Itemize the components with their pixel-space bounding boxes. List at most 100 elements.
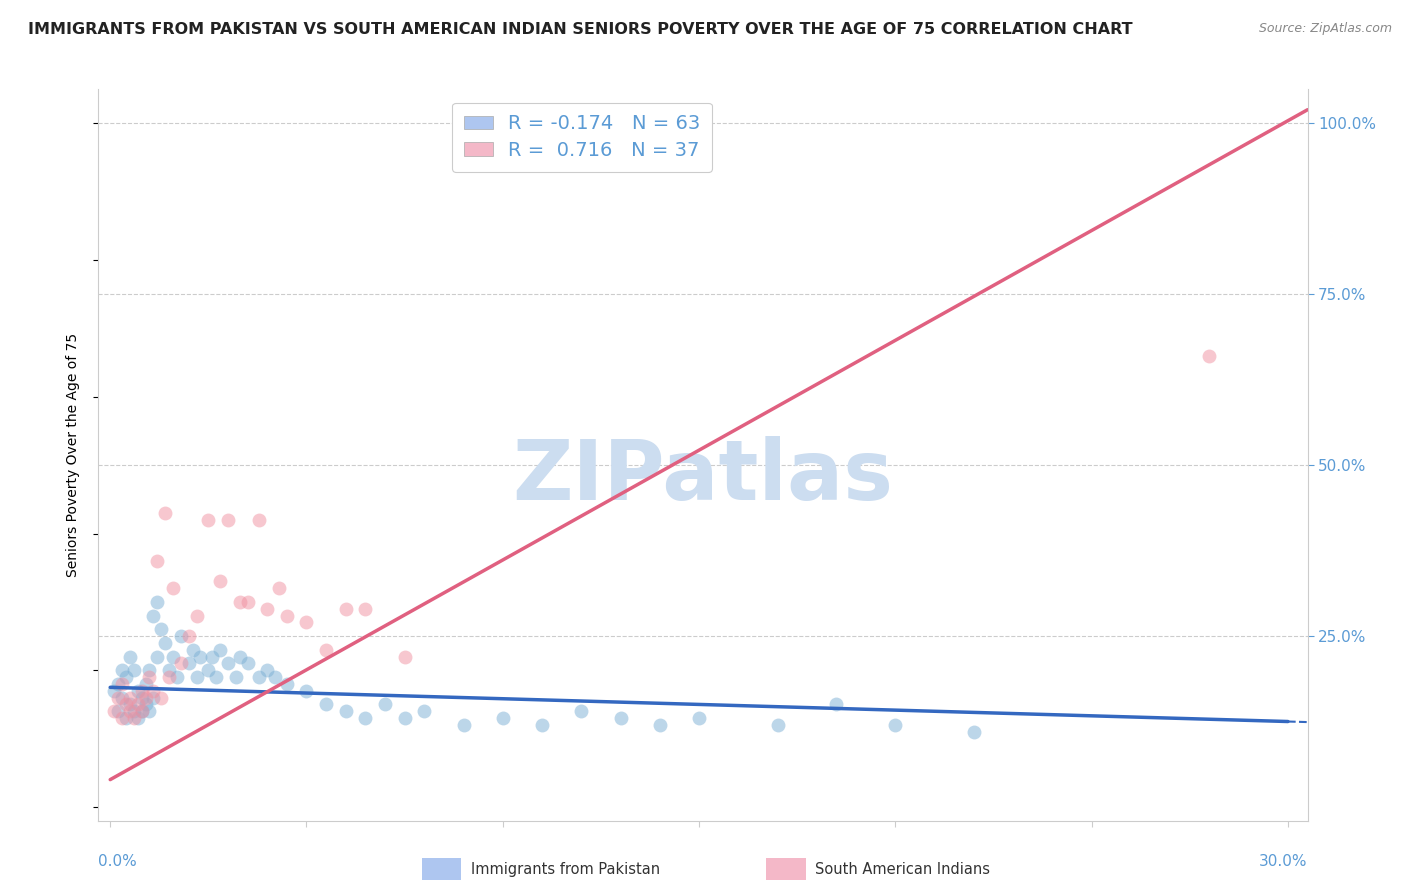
Point <box>229 649 252 664</box>
Point <box>295 615 318 630</box>
Point <box>229 595 252 609</box>
Point <box>150 622 173 636</box>
Point <box>146 554 169 568</box>
Point <box>217 513 239 527</box>
Point <box>170 657 193 671</box>
Point <box>157 663 180 677</box>
Point <box>127 698 149 712</box>
Point <box>135 677 157 691</box>
Text: ZIPatlas: ZIPatlas <box>513 436 893 517</box>
Point <box>201 649 224 664</box>
Point <box>177 657 200 671</box>
Point <box>276 608 298 623</box>
Point <box>103 704 125 718</box>
Point <box>315 642 337 657</box>
Point <box>103 683 125 698</box>
Point <box>315 698 337 712</box>
Point <box>127 683 149 698</box>
Point <box>138 704 160 718</box>
Point <box>256 601 278 615</box>
Point <box>648 718 671 732</box>
Point <box>142 608 165 623</box>
Point <box>153 506 176 520</box>
Point <box>236 595 259 609</box>
Point <box>354 601 377 615</box>
Point <box>394 711 416 725</box>
Point <box>111 690 134 705</box>
Point <box>264 670 287 684</box>
Point <box>157 670 180 684</box>
Point <box>131 690 153 705</box>
Point <box>162 581 184 595</box>
Point <box>209 574 232 589</box>
Point <box>688 711 710 725</box>
Point <box>374 698 396 712</box>
Point <box>186 608 208 623</box>
Text: IMMIGRANTS FROM PAKISTAN VS SOUTH AMERICAN INDIAN SENIORS POVERTY OVER THE AGE O: IMMIGRANTS FROM PAKISTAN VS SOUTH AMERIC… <box>28 22 1133 37</box>
Point <box>115 711 138 725</box>
Y-axis label: Seniors Poverty Over the Age of 75: Seniors Poverty Over the Age of 75 <box>66 333 80 577</box>
Point <box>177 629 200 643</box>
Point <box>267 581 290 595</box>
Point <box>209 642 232 657</box>
Point <box>107 704 129 718</box>
Point <box>1198 349 1220 363</box>
Point <box>131 704 153 718</box>
Point <box>107 690 129 705</box>
Point <box>122 663 145 677</box>
Text: Source: ZipAtlas.com: Source: ZipAtlas.com <box>1258 22 1392 36</box>
Point <box>118 704 141 718</box>
Point <box>766 718 789 732</box>
Point <box>394 649 416 664</box>
Point <box>170 629 193 643</box>
Point <box>569 704 592 718</box>
Point <box>335 601 357 615</box>
Point <box>963 724 986 739</box>
Point <box>111 663 134 677</box>
Text: 30.0%: 30.0% <box>1260 854 1308 869</box>
Point <box>225 670 247 684</box>
Point <box>131 704 153 718</box>
Point <box>197 513 219 527</box>
Point <box>122 704 145 718</box>
Text: Immigrants from Pakistan: Immigrants from Pakistan <box>471 863 661 877</box>
Point <box>142 690 165 705</box>
Point <box>138 663 160 677</box>
Point <box>153 636 176 650</box>
Legend: R = -0.174   N = 63, R =  0.716   N = 37: R = -0.174 N = 63, R = 0.716 N = 37 <box>451 103 713 171</box>
Point <box>884 718 907 732</box>
Point <box>162 649 184 664</box>
Point <box>146 649 169 664</box>
Point <box>138 670 160 684</box>
Point <box>127 711 149 725</box>
Point <box>205 670 228 684</box>
Text: 0.0%: 0.0% <box>98 854 138 869</box>
Point <box>197 663 219 677</box>
Point <box>118 649 141 664</box>
Point <box>247 513 270 527</box>
Point <box>354 711 377 725</box>
Point <box>115 670 138 684</box>
Point <box>236 657 259 671</box>
Point <box>256 663 278 677</box>
Point <box>190 649 212 664</box>
Point <box>166 670 188 684</box>
Point <box>115 698 138 712</box>
Point <box>247 670 270 684</box>
Point <box>111 711 134 725</box>
Point <box>135 690 157 705</box>
Point <box>181 642 204 657</box>
Point <box>276 677 298 691</box>
Point <box>150 690 173 705</box>
Point <box>825 698 848 712</box>
Point <box>531 718 554 732</box>
Point <box>118 698 141 712</box>
Point <box>217 657 239 671</box>
Point <box>492 711 515 725</box>
Text: South American Indians: South American Indians <box>815 863 990 877</box>
Point <box>335 704 357 718</box>
Point <box>111 677 134 691</box>
Point <box>107 677 129 691</box>
Point <box>118 690 141 705</box>
Point <box>295 683 318 698</box>
